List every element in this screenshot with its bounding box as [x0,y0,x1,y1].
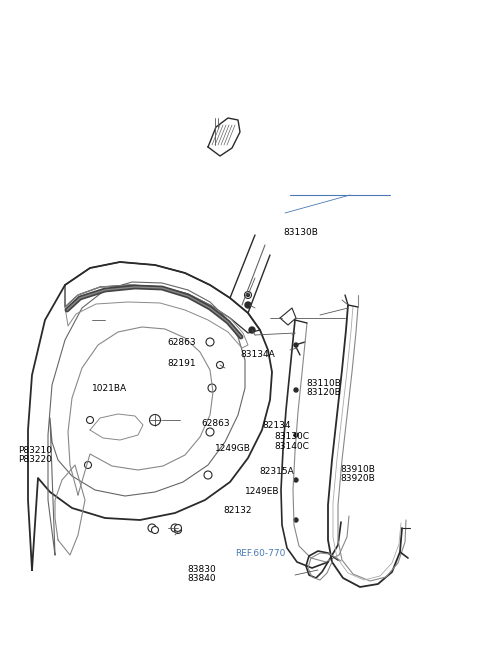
Text: 1021BA: 1021BA [92,384,127,393]
Circle shape [206,338,214,346]
Text: 62863: 62863 [202,419,230,428]
Circle shape [171,524,179,532]
Circle shape [245,302,251,308]
Text: 83920B: 83920B [341,474,375,483]
Circle shape [294,478,298,482]
Circle shape [175,527,181,533]
Circle shape [86,417,94,424]
Text: 83110B: 83110B [306,379,341,388]
Text: 1249EB: 1249EB [245,487,279,497]
Circle shape [294,388,298,392]
Circle shape [148,524,156,532]
Circle shape [249,327,255,333]
Text: 83134A: 83134A [240,350,275,359]
Text: 83830: 83830 [187,565,216,574]
Circle shape [175,525,181,531]
Circle shape [206,428,214,436]
Text: 82315A: 82315A [259,466,294,476]
Text: 82134: 82134 [262,420,290,430]
Text: 83910B: 83910B [341,465,376,474]
Circle shape [294,518,298,522]
Text: 1249GB: 1249GB [215,444,251,453]
Circle shape [204,471,212,479]
Circle shape [152,527,158,533]
Circle shape [149,415,160,426]
Circle shape [294,343,298,347]
Text: 83840: 83840 [187,574,216,583]
Circle shape [208,384,216,392]
Text: 83120B: 83120B [306,388,341,397]
Text: 82132: 82132 [223,506,252,515]
Circle shape [216,361,224,369]
Text: 82191: 82191 [167,359,196,368]
Text: 83140C: 83140C [275,441,310,451]
Circle shape [84,462,92,468]
Circle shape [247,293,250,297]
Text: P83220: P83220 [18,455,52,464]
Text: 83130C: 83130C [275,432,310,441]
Text: 83130B: 83130B [283,228,318,237]
Text: 62863: 62863 [167,338,196,347]
Circle shape [244,291,252,298]
Circle shape [294,433,298,437]
Text: REF.60-770: REF.60-770 [235,548,286,558]
Text: P83210: P83210 [18,445,52,455]
